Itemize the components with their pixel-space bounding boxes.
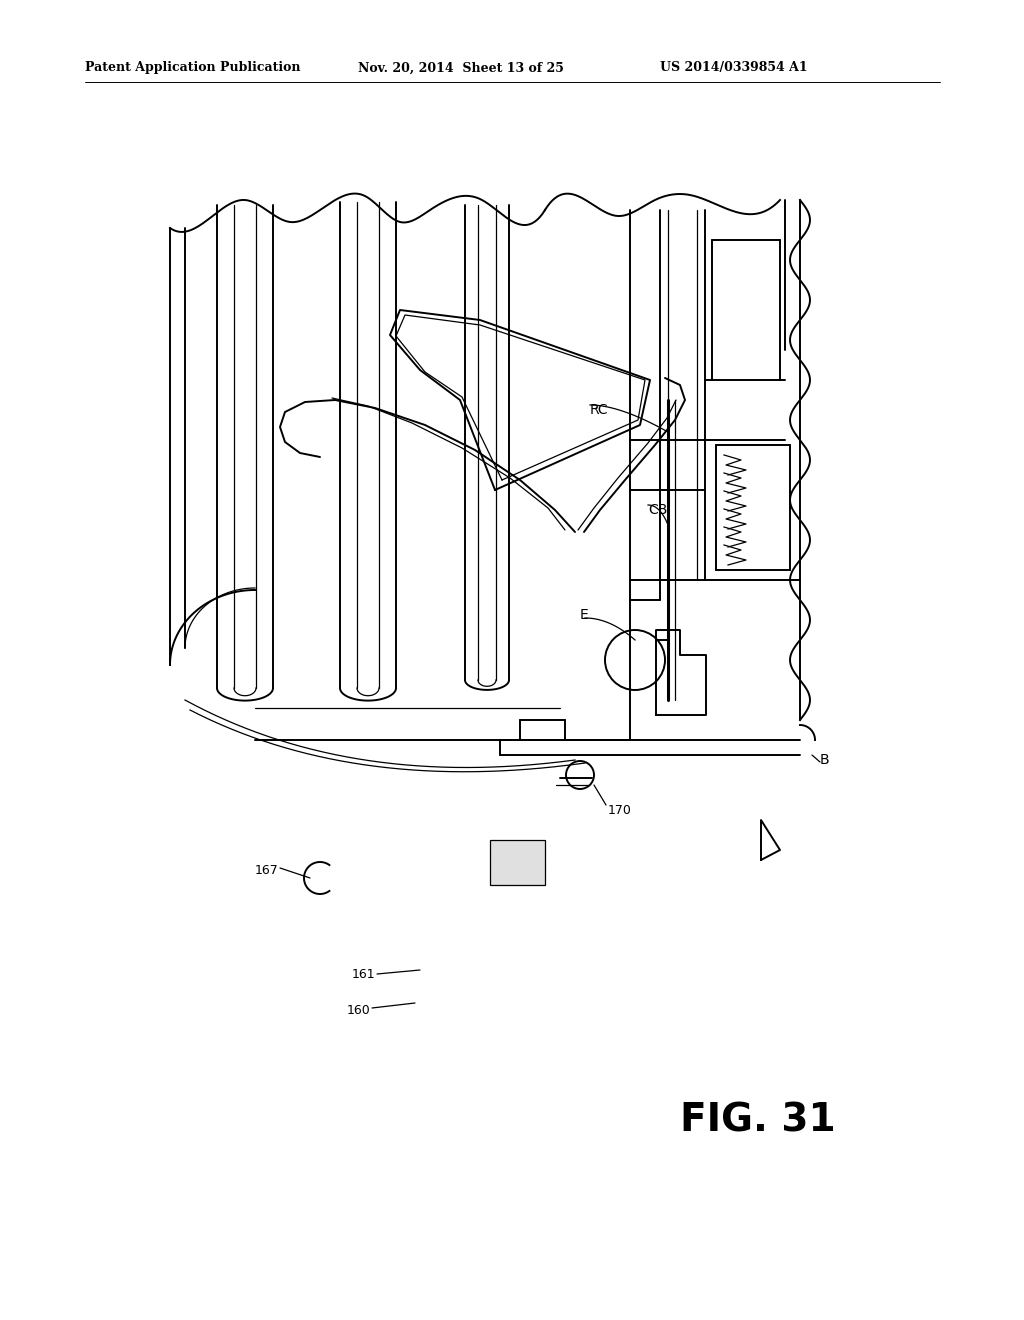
Text: Nov. 20, 2014  Sheet 13 of 25: Nov. 20, 2014 Sheet 13 of 25	[358, 62, 564, 74]
Text: 170: 170	[608, 804, 632, 817]
Text: 167: 167	[254, 863, 278, 876]
Bar	[490, 840, 545, 884]
Text: FIG. 31: FIG. 31	[680, 1101, 836, 1139]
Text: E: E	[580, 609, 589, 622]
Text: 160: 160	[346, 1003, 370, 1016]
Text: Patent Application Publication: Patent Application Publication	[85, 62, 300, 74]
Text: B: B	[820, 752, 829, 767]
Text: RC: RC	[590, 403, 608, 417]
Text: CB: CB	[648, 503, 668, 517]
Text: 161: 161	[351, 969, 375, 982]
Bar	[716, 445, 790, 570]
Text: US 2014/0339854 A1: US 2014/0339854 A1	[660, 62, 808, 74]
